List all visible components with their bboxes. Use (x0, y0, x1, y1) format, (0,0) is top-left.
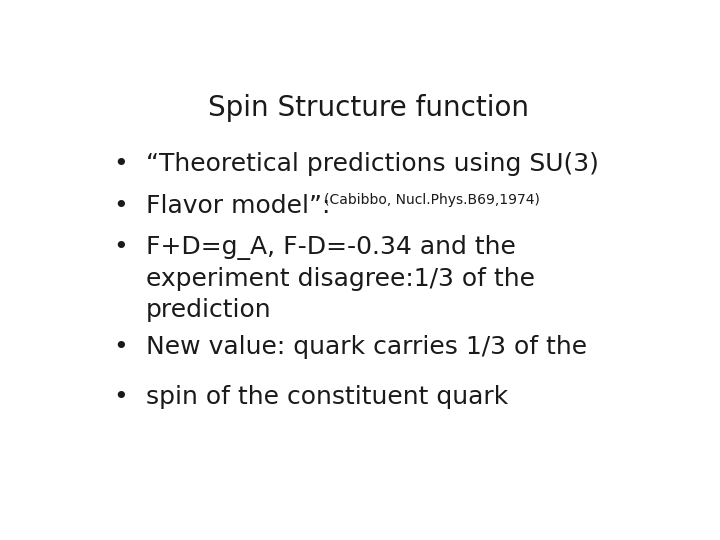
Text: •: • (113, 335, 128, 359)
Text: spin of the constituent quark: spin of the constituent quark (145, 385, 508, 409)
Text: “Theoretical predictions using SU(3): “Theoretical predictions using SU(3) (145, 152, 598, 176)
Text: •: • (113, 194, 128, 218)
Text: New value: quark carries 1/3 of the: New value: quark carries 1/3 of the (145, 335, 587, 359)
Text: (Cabibbo, Nucl.Phys.B69,1974): (Cabibbo, Nucl.Phys.B69,1974) (324, 193, 540, 207)
Text: •: • (113, 385, 128, 409)
Text: •: • (113, 235, 128, 259)
Text: F+D=g_A, F-D=-0.34 and the
experiment disagree:1/3 of the
prediction: F+D=g_A, F-D=-0.34 and the experiment di… (145, 235, 535, 322)
Text: Spin Structure function: Spin Structure function (209, 94, 529, 122)
Text: •: • (113, 152, 128, 176)
Text: Flavor model”:: Flavor model”: (145, 194, 330, 218)
